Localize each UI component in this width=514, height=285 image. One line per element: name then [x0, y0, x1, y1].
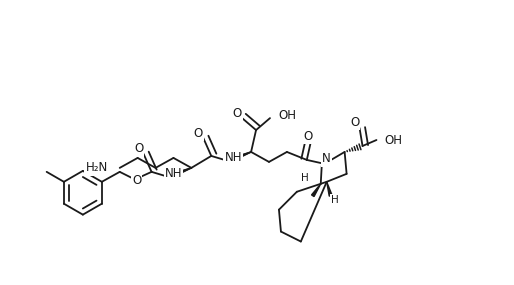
Text: NH: NH [164, 167, 182, 180]
Text: H: H [301, 173, 309, 183]
Text: N: N [322, 152, 331, 165]
Text: O: O [134, 142, 143, 156]
Text: O: O [350, 116, 359, 129]
Polygon shape [235, 152, 251, 159]
Text: NH: NH [225, 151, 242, 164]
Polygon shape [327, 182, 332, 196]
Text: O: O [132, 174, 141, 187]
Text: OH: OH [278, 109, 296, 122]
Text: H₂N: H₂N [85, 161, 108, 174]
Text: O: O [303, 129, 313, 142]
Polygon shape [176, 168, 191, 175]
Text: O: O [194, 127, 203, 140]
Text: H: H [331, 195, 339, 205]
Polygon shape [311, 184, 321, 197]
Text: OH: OH [384, 133, 402, 146]
Text: O: O [232, 107, 242, 120]
